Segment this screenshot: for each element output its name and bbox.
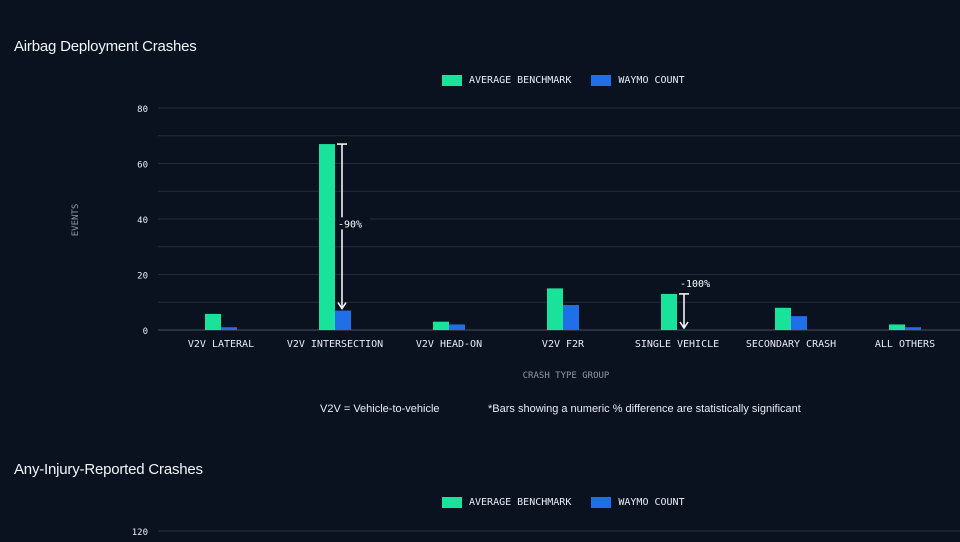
x-tick-label: V2V LATERAL bbox=[188, 339, 254, 350]
y-tick-label: 0 bbox=[143, 327, 148, 337]
legend-label-benchmark: AVERAGE BENCHMARK bbox=[469, 497, 572, 508]
legend-label-waymo: WAYMO COUNT bbox=[618, 497, 685, 508]
legend-item-waymo: WAYMO COUNT bbox=[591, 497, 685, 508]
annotation-label-bg bbox=[678, 276, 712, 289]
bar-benchmark bbox=[547, 288, 563, 330]
annotation-arrowhead bbox=[679, 321, 689, 330]
footnote-v2v: V2V = Vehicle-to-vehicle bbox=[320, 403, 440, 415]
legend-swatch-waymo bbox=[591, 75, 612, 86]
legend-swatch-waymo bbox=[591, 497, 612, 508]
bar-waymo bbox=[221, 327, 237, 330]
y-tick-label: 80 bbox=[137, 105, 148, 115]
annotation-label-bg bbox=[336, 217, 370, 230]
y-tick-label: 60 bbox=[137, 161, 148, 171]
bar-waymo bbox=[905, 327, 921, 330]
injury-chart: 120 bbox=[132, 528, 960, 538]
chart-title: Airbag Deployment Crashes bbox=[14, 38, 197, 55]
y-axis-label: EVENTS bbox=[71, 204, 81, 237]
bar-benchmark bbox=[775, 307, 791, 330]
legend-item-benchmark: AVERAGE BENCHMARK bbox=[442, 497, 571, 508]
bar-benchmark bbox=[319, 144, 335, 330]
bar-benchmark bbox=[433, 321, 449, 330]
annotation-arrowhead bbox=[337, 302, 347, 310]
bar-waymo bbox=[449, 324, 465, 330]
legend-swatch-benchmark bbox=[442, 497, 462, 508]
x-tick-label: ALL OTHERS bbox=[875, 339, 935, 350]
y-tick-label: 40 bbox=[137, 216, 148, 226]
legend-label-waymo: WAYMO COUNT bbox=[618, 75, 685, 86]
x-tick-label: V2V HEAD-ON bbox=[416, 339, 482, 350]
y-tick-label: 120 bbox=[132, 528, 148, 538]
legend-swatch-benchmark bbox=[442, 75, 462, 86]
chart-legend: AVERAGE BENCHMARK WAYMO COUNT bbox=[442, 497, 697, 508]
bar-waymo bbox=[335, 310, 351, 330]
legend-item-waymo: WAYMO COUNT bbox=[591, 75, 685, 86]
x-tick-label: V2V INTERSECTION bbox=[287, 339, 383, 350]
x-tick-label: SINGLE VEHICLE bbox=[635, 339, 719, 350]
legend-label-benchmark: AVERAGE BENCHMARK bbox=[469, 75, 572, 86]
x-axis-label: CRASH TYPE GROUP bbox=[523, 371, 610, 381]
x-tick-label: SECONDARY CRASH bbox=[746, 339, 836, 350]
airbag-chart: 0 20 40 60 80 -90% -100% V2V LATERAL V2V INTER… bbox=[71, 105, 960, 381]
x-tick-label: V2V F2R bbox=[542, 339, 585, 350]
chart-legend: AVERAGE BENCHMARK WAYMO COUNT bbox=[442, 75, 697, 86]
annotation-label: -100% bbox=[680, 279, 710, 290]
bar-waymo bbox=[563, 305, 579, 330]
y-tick-label: 20 bbox=[137, 272, 148, 282]
annotation-label: -90% bbox=[338, 219, 362, 230]
bar-benchmark bbox=[661, 293, 677, 330]
chart-title: Any-Injury-Reported Crashes bbox=[14, 461, 203, 478]
legend-item-benchmark: AVERAGE BENCHMARK bbox=[442, 75, 571, 86]
bar-waymo bbox=[791, 316, 807, 330]
footnote-significance: *Bars showing a numeric % difference are… bbox=[488, 403, 801, 415]
bar-benchmark bbox=[889, 324, 905, 330]
bar-benchmark bbox=[205, 313, 221, 330]
